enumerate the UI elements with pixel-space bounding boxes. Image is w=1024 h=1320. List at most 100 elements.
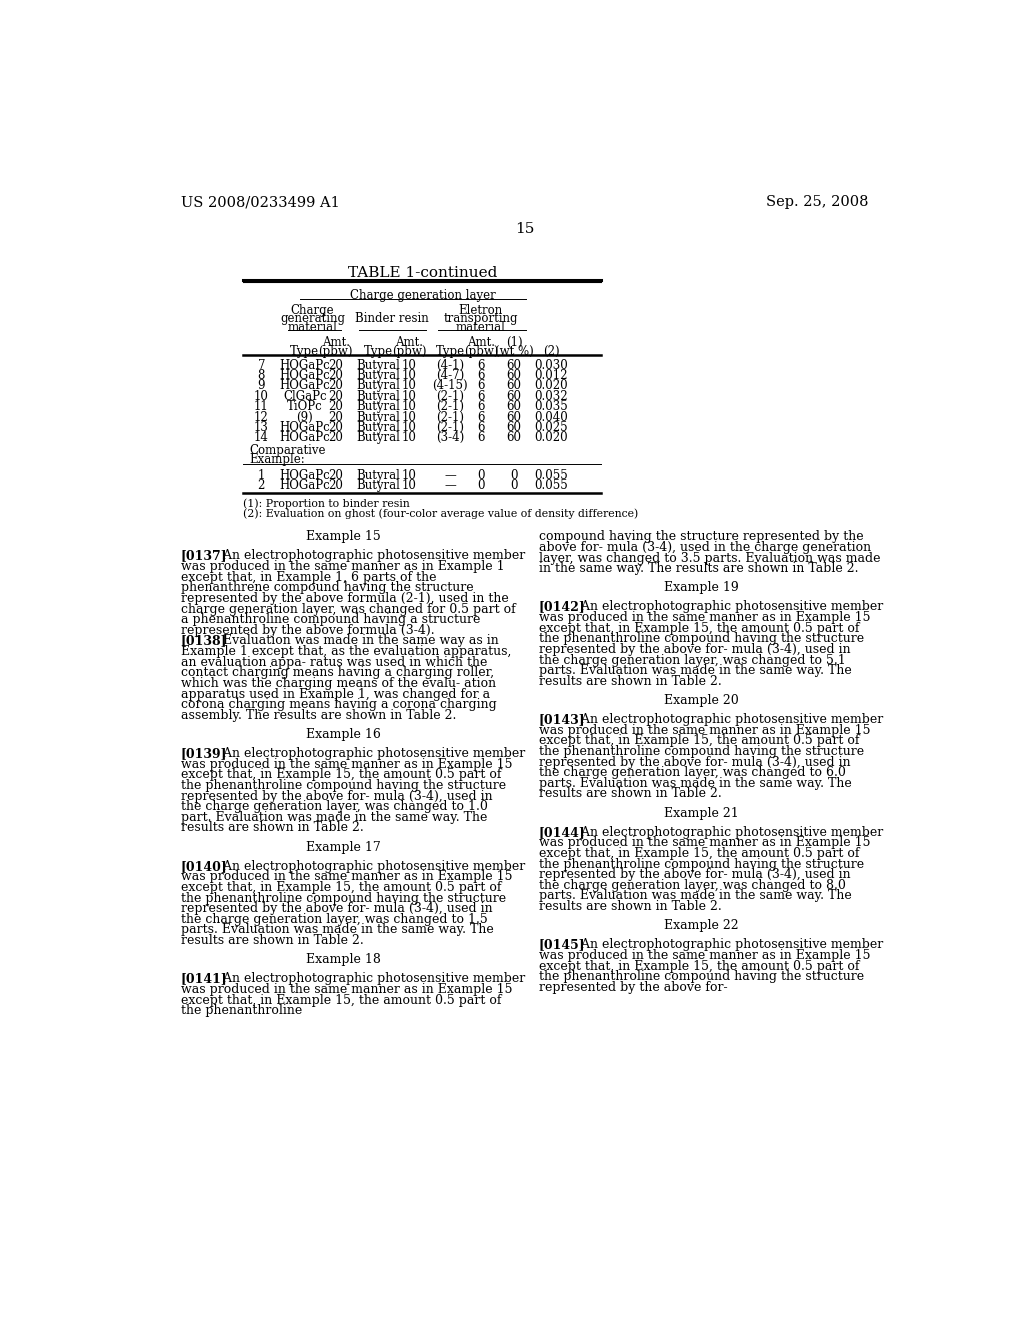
Text: Butyral: Butyral (356, 359, 400, 372)
Text: results are shown in Table 2.: results are shown in Table 2. (539, 788, 722, 800)
Text: in the same way. The results are shown in Table 2.: in the same way. The results are shown i… (539, 562, 858, 576)
Text: 20: 20 (329, 400, 343, 413)
Text: 60: 60 (507, 389, 521, 403)
Text: except that, in Example 15, the amount 0.5 part of: except that, in Example 15, the amount 0… (539, 960, 859, 973)
Text: ClGaPc: ClGaPc (283, 389, 327, 403)
Text: 10: 10 (401, 400, 417, 413)
Text: 60: 60 (507, 432, 521, 445)
Text: 10: 10 (401, 379, 417, 392)
Text: 10: 10 (401, 421, 417, 434)
Text: [0144]: [0144] (539, 826, 586, 838)
Text: HOGaPc: HOGaPc (280, 469, 330, 482)
Text: except that, in Example 15, the amount 0.5 part of: except that, in Example 15, the amount 0… (539, 622, 859, 635)
Text: the phenanthroline compound having the structure: the phenanthroline compound having the s… (539, 970, 864, 983)
Text: Example 20: Example 20 (665, 694, 739, 708)
Text: Example 15: Example 15 (306, 531, 381, 544)
Text: the phenanthroline compound having the structure: the phenanthroline compound having the s… (539, 632, 864, 645)
Text: contact charging means having a charging roller,: contact charging means having a charging… (180, 667, 494, 680)
Text: which was the charging means of the evalu- ation: which was the charging means of the eval… (180, 677, 496, 690)
Text: HOGaPc: HOGaPc (280, 432, 330, 445)
Text: 15: 15 (515, 222, 535, 235)
Text: 2: 2 (258, 479, 265, 492)
Text: —: — (444, 469, 457, 482)
Text: the phenanthroline: the phenanthroline (180, 1005, 302, 1018)
Text: Example 22: Example 22 (665, 919, 738, 932)
Text: 10: 10 (401, 479, 417, 492)
Text: was produced in the same manner as in Example 15: was produced in the same manner as in Ex… (180, 870, 512, 883)
Text: 20: 20 (329, 432, 343, 445)
Text: the charge generation layer, was changed to 5.1: the charge generation layer, was changed… (539, 653, 846, 667)
Text: 10: 10 (401, 389, 417, 403)
Text: assembly. The results are shown in Table 2.: assembly. The results are shown in Table… (180, 709, 456, 722)
Text: An electrophotographic photosensitive member: An electrophotographic photosensitive me… (215, 747, 525, 760)
Text: (wt %): (wt %) (495, 345, 534, 358)
Text: Butyral: Butyral (356, 479, 400, 492)
Text: Amt.: Amt. (322, 337, 350, 350)
Text: An electrophotographic photosensitive member: An electrophotographic photosensitive me… (572, 713, 883, 726)
Text: except that, in Example 15, the amount 0.5 part of: except that, in Example 15, the amount 0… (180, 994, 501, 1007)
Text: phenanthrene compound having the structure: phenanthrene compound having the structu… (180, 581, 473, 594)
Text: was produced in the same manner as in Example 15: was produced in the same manner as in Ex… (539, 611, 870, 624)
Text: [0137]: [0137] (180, 549, 227, 562)
Text: 6: 6 (477, 389, 485, 403)
Text: was produced in the same manner as in Example 15: was produced in the same manner as in Ex… (180, 983, 512, 997)
Text: 11: 11 (254, 400, 268, 413)
Text: 60: 60 (507, 411, 521, 424)
Text: except that, in Example 15, the amount 0.5 part of: except that, in Example 15, the amount 0… (180, 880, 501, 894)
Text: 0: 0 (510, 469, 518, 482)
Text: 13: 13 (254, 421, 268, 434)
Text: 0.055: 0.055 (535, 469, 568, 482)
Text: 6: 6 (477, 359, 485, 372)
Text: (pbw): (pbw) (392, 345, 427, 358)
Text: 0: 0 (477, 469, 485, 482)
Text: (2-1): (2-1) (436, 411, 465, 424)
Text: Charge: Charge (291, 304, 334, 317)
Text: parts. Evaluation was made in the same way. The: parts. Evaluation was made in the same w… (539, 777, 852, 789)
Text: [0140]: [0140] (180, 859, 227, 873)
Text: 7: 7 (258, 359, 265, 372)
Text: (2): (2) (543, 345, 559, 358)
Text: —: — (444, 479, 457, 492)
Text: the phenanthroline compound having the structure: the phenanthroline compound having the s… (180, 891, 506, 904)
Text: Butyral: Butyral (356, 389, 400, 403)
Text: 20: 20 (329, 370, 343, 381)
Text: Butyral: Butyral (356, 469, 400, 482)
Text: parts. Evaluation was made in the same way. The: parts. Evaluation was made in the same w… (180, 924, 494, 936)
Text: the phenanthroline compound having the structure: the phenanthroline compound having the s… (539, 858, 864, 871)
Text: 10: 10 (401, 432, 417, 445)
Text: [0141]: [0141] (180, 973, 227, 985)
Text: 6: 6 (477, 370, 485, 381)
Text: [0142]: [0142] (539, 601, 586, 614)
Text: was produced in the same manner as in Example 15: was produced in the same manner as in Ex… (180, 758, 512, 771)
Text: represented by the above for- mula (3-4), used in: represented by the above for- mula (3-4)… (539, 755, 850, 768)
Text: the charge generation layer, was changed to 1.5: the charge generation layer, was changed… (180, 913, 487, 925)
Text: transporting: transporting (443, 313, 518, 326)
Text: except that, in Example 15, the amount 0.5 part of: except that, in Example 15, the amount 0… (180, 768, 501, 781)
Text: generating: generating (280, 313, 345, 326)
Text: 20: 20 (329, 479, 343, 492)
Text: 14: 14 (254, 432, 268, 445)
Text: represented by the above for- mula (3-4), used in: represented by the above for- mula (3-4)… (180, 789, 493, 803)
Text: was produced in the same manner as in Example 15: was produced in the same manner as in Ex… (539, 723, 870, 737)
Text: HOGaPc: HOGaPc (280, 479, 330, 492)
Text: represented by the above formula (3-4).: represented by the above formula (3-4). (180, 624, 434, 636)
Text: apparatus used in Example 1, was changed for a: apparatus used in Example 1, was changed… (180, 688, 489, 701)
Text: (2-1): (2-1) (436, 400, 465, 413)
Text: Example 1 except that, as the evaluation apparatus,: Example 1 except that, as the evaluation… (180, 645, 511, 659)
Text: 0.020: 0.020 (535, 432, 568, 445)
Text: Amt.: Amt. (467, 337, 496, 350)
Text: the charge generation layer, was changed to 6.0: the charge generation layer, was changed… (539, 766, 846, 779)
Text: results are shown in Table 2.: results are shown in Table 2. (539, 675, 722, 688)
Text: TABLE 1-continued: TABLE 1-continued (348, 267, 498, 280)
Text: 60: 60 (507, 421, 521, 434)
Text: Eletron: Eletron (459, 304, 503, 317)
Text: 20: 20 (329, 411, 343, 424)
Text: [0143]: [0143] (539, 713, 586, 726)
Text: 10: 10 (401, 411, 417, 424)
Text: corona charging means having a corona charging: corona charging means having a corona ch… (180, 698, 497, 711)
Text: An electrophotographic photosensitive member: An electrophotographic photosensitive me… (215, 859, 525, 873)
Text: An electrophotographic photosensitive member: An electrophotographic photosensitive me… (572, 601, 883, 614)
Text: 6: 6 (477, 432, 485, 445)
Text: Example 17: Example 17 (306, 841, 381, 854)
Text: the charge generation layer, was changed to 8.0: the charge generation layer, was changed… (539, 879, 846, 892)
